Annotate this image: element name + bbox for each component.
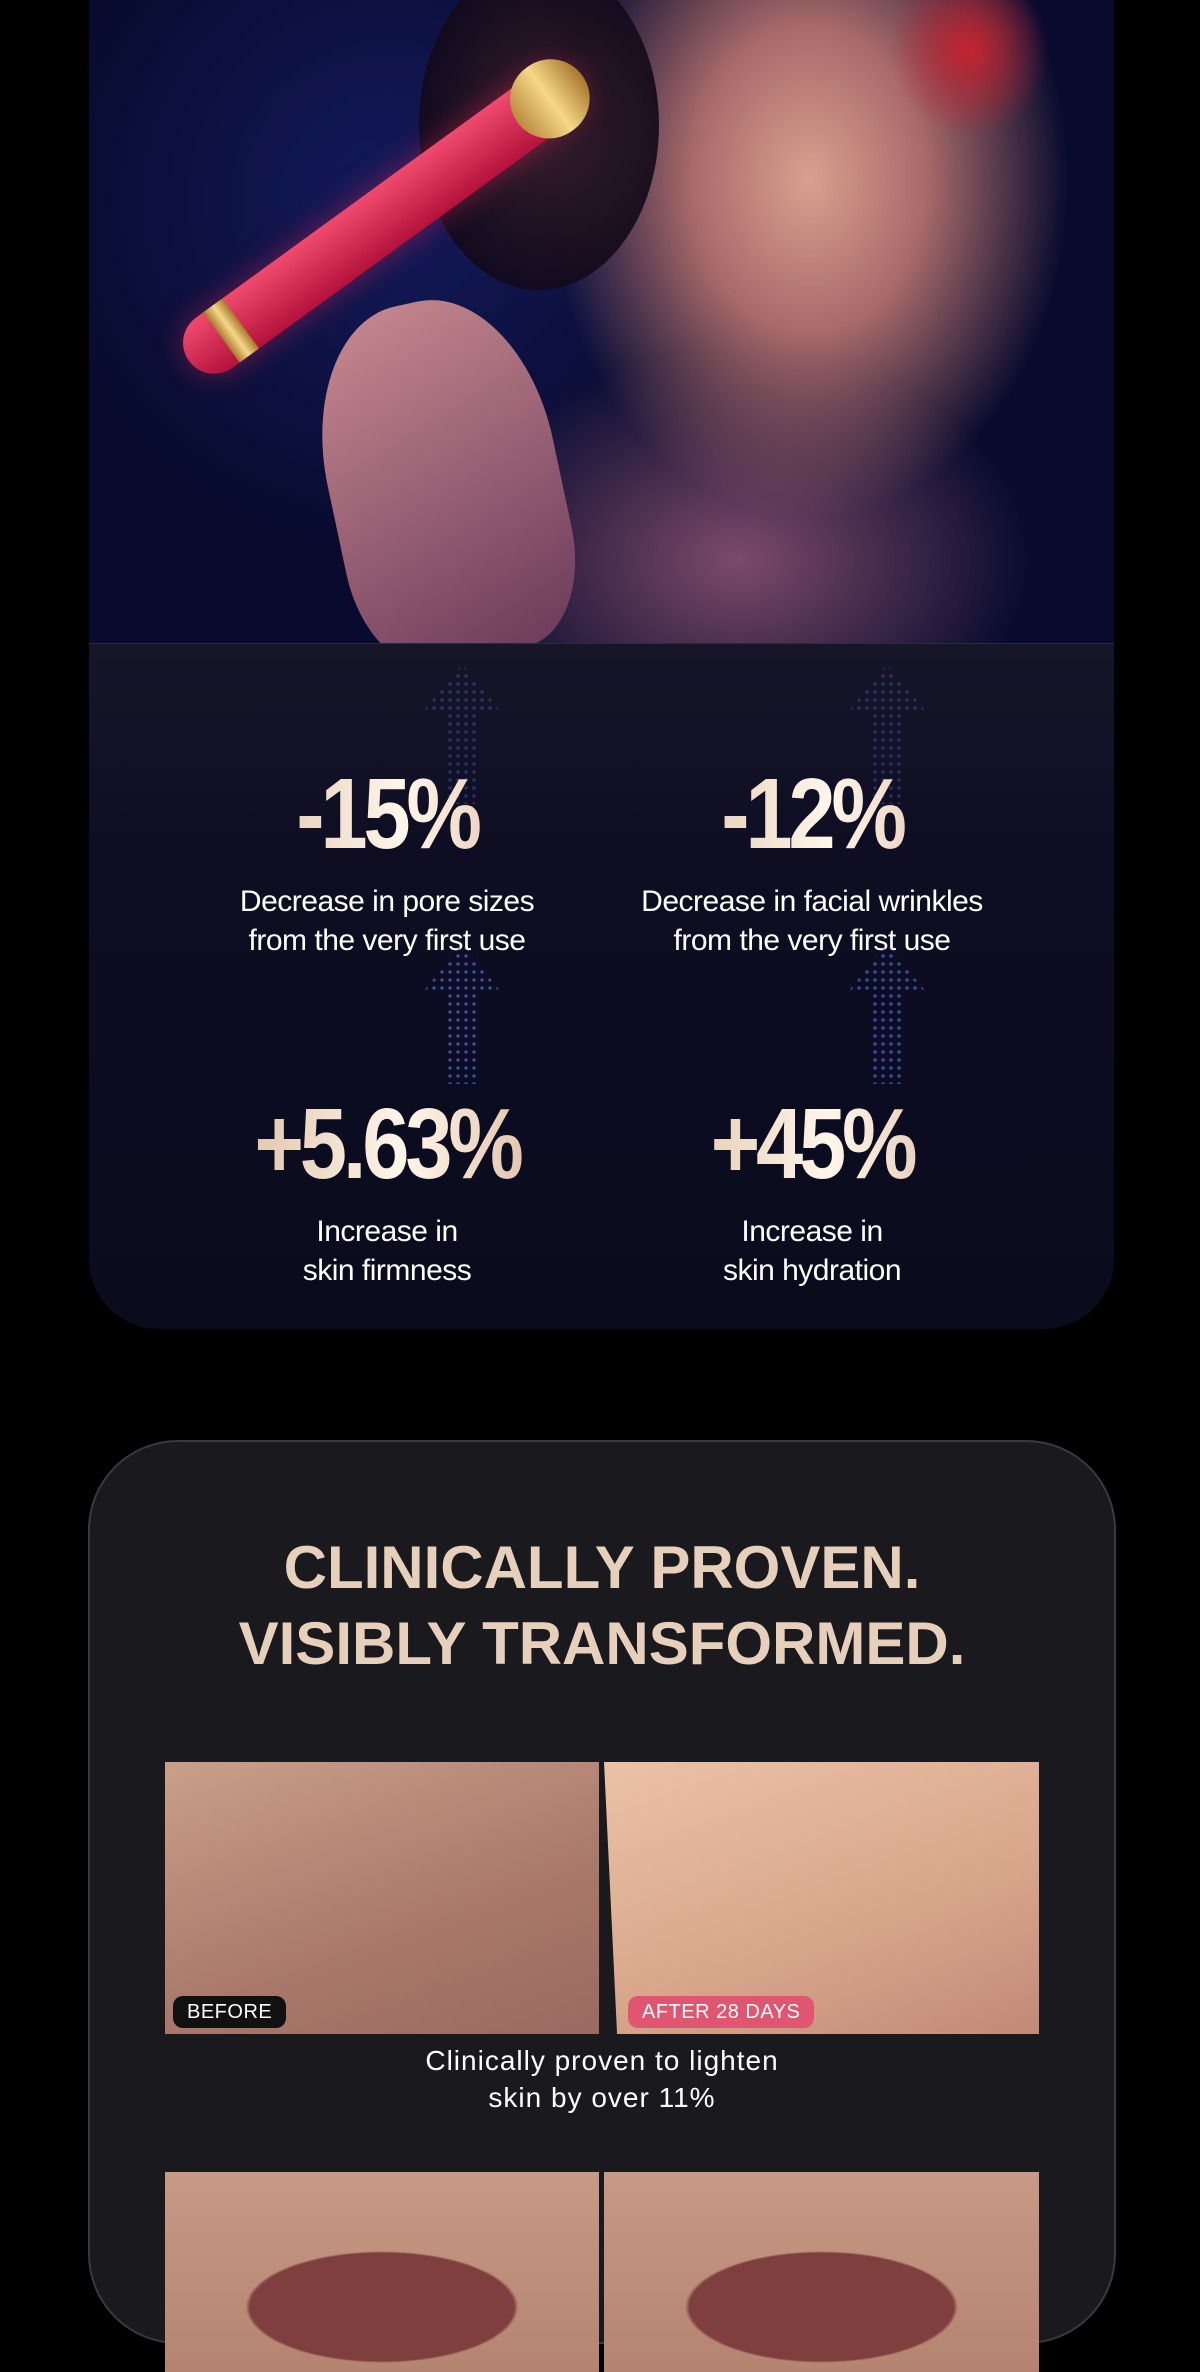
stat-hydration: +45% Increase in skin hydration — [602, 944, 1022, 1290]
stat-pore-size: -15% Decrease in pore sizes from the very… — [177, 664, 597, 960]
before-photo: BEFORE — [165, 1762, 599, 2034]
before-lips-photo — [165, 2172, 599, 2372]
stat-wrinkles: -12% Decrease in facial wrinkles from the… — [602, 664, 1022, 960]
after-photo: AFTER 28 DAYS — [604, 1762, 1039, 2034]
hand-shape — [294, 280, 594, 643]
stats-panel: -15% Decrease in pore sizes from the very… — [89, 643, 1114, 1329]
after-badge: AFTER 28 DAYS — [628, 1996, 815, 2028]
section-title: CLINICALLY PROVEN. VISIBLY TRANSFORMED. — [238, 1534, 966, 1677]
arrow-up-icon — [422, 944, 502, 1084]
result-caption: Clinically proven to lighten skin by ove… — [425, 2045, 779, 2113]
clinical-results-card: CLINICALLY PROVEN. VISIBLY TRANSFORMED. … — [88, 1440, 1116, 2372]
stat-firmness: +5.63% Increase in skin firmness — [177, 944, 597, 1290]
after-lips-photo — [604, 2172, 1039, 2372]
hero-image — [89, 0, 1114, 643]
hair-highlight — [889, 0, 1049, 140]
before-badge: BEFORE — [173, 1996, 287, 2028]
arrow-up-icon — [847, 944, 927, 1084]
